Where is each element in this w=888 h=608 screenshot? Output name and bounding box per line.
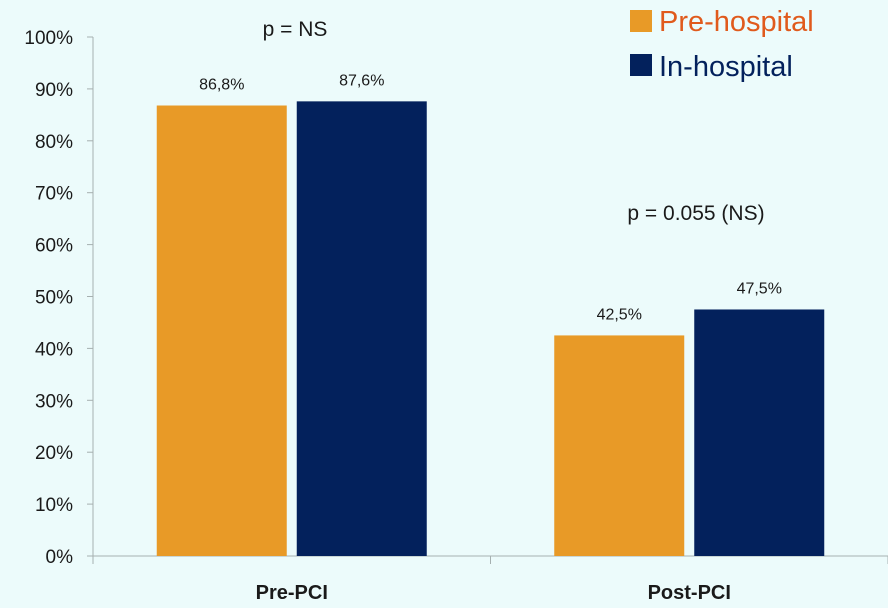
p-value-annotation-pre-pci: p = NS [263, 18, 328, 41]
y-tick-label: 40% [35, 339, 73, 360]
y-tick-label: 70% [35, 184, 73, 205]
data-label: 47,5% [737, 280, 782, 297]
y-tick-label: 50% [35, 288, 73, 309]
category-label-pre-pci: Pre-PCI [256, 582, 328, 604]
p-value-annotation-post-pci: p = 0.055 (NS) [627, 202, 764, 225]
y-tick-label: 90% [35, 80, 73, 101]
y-tick-label: 100% [24, 28, 73, 49]
legend-swatch-pre-hospital [630, 10, 652, 32]
legend: Pre-hospital In-hospital [630, 6, 814, 83]
legend-swatch-in-hospital [630, 54, 652, 76]
data-label: 87,6% [339, 72, 384, 89]
bar-pre-hospital-post-pci [554, 335, 685, 556]
y-tick-label: 0% [46, 547, 74, 568]
y-tick-label: 20% [35, 443, 73, 464]
y-axis: 0% 10% 20% 30% 40% 50% 60% 70% 80% 90% 100% [24, 28, 94, 568]
data-labels: 86,8% 87,6% 42,5% 47,5% [199, 72, 782, 323]
bar-pre-hospital-pre-pci [156, 105, 287, 557]
y-tick-label: 10% [35, 495, 73, 516]
bar-in-hospital-pre-pci [296, 101, 427, 556]
bars [156, 101, 825, 557]
category-label-post-pci: Post-PCI [648, 582, 731, 604]
y-tick-label: 30% [35, 391, 73, 412]
data-label: 42,5% [597, 306, 642, 323]
legend-label-in-hospital: In-hospital [659, 51, 793, 83]
category-labels: Pre-PCI Post-PCI [256, 582, 731, 604]
bar-in-hospital-post-pci [694, 309, 825, 556]
y-tick-label: 60% [35, 236, 73, 257]
data-label: 86,8% [199, 77, 244, 94]
legend-label-pre-hospital: Pre-hospital [659, 6, 814, 38]
x-axis [92, 555, 888, 564]
y-tick-label: 80% [35, 132, 73, 153]
